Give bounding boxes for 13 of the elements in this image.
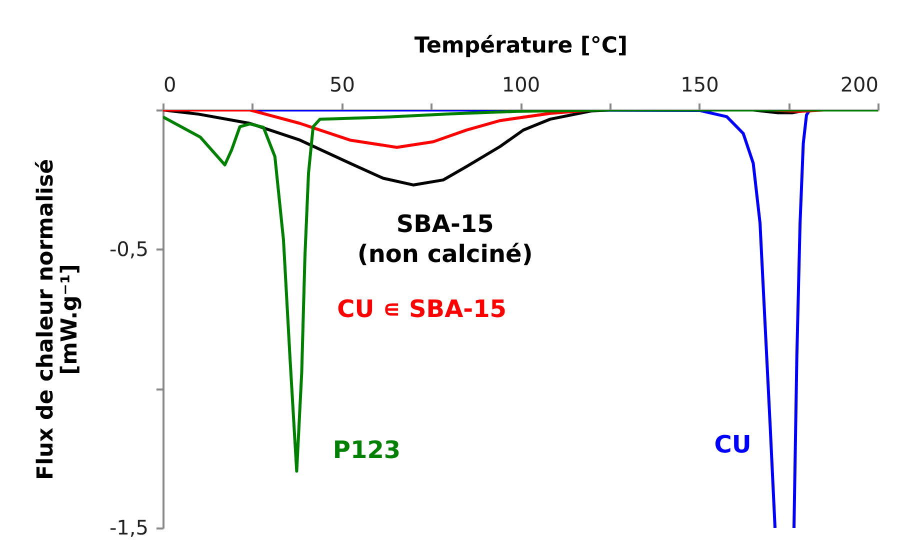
y-axis-title: Flux de chaleur normalisé [mW.g⁻¹]	[33, 158, 82, 480]
x-tick-label: 150	[680, 72, 719, 96]
x-tick-label: 200	[840, 72, 878, 96]
series-label: SBA-15 (non calciné)	[357, 210, 533, 268]
x-tick-label: 0	[164, 72, 176, 96]
y-tick-label: -0,5	[109, 236, 148, 261]
series-label: P123	[332, 436, 401, 464]
text: CU ∊ SBA-15	[337, 294, 506, 323]
x-tick-label: 100	[502, 72, 540, 96]
y-tick-label: -1,5	[109, 516, 148, 540]
x-tick-label: 50	[330, 72, 355, 96]
x-axis-title: Température [°C]	[414, 34, 628, 58]
series-label: CU	[714, 430, 752, 458]
